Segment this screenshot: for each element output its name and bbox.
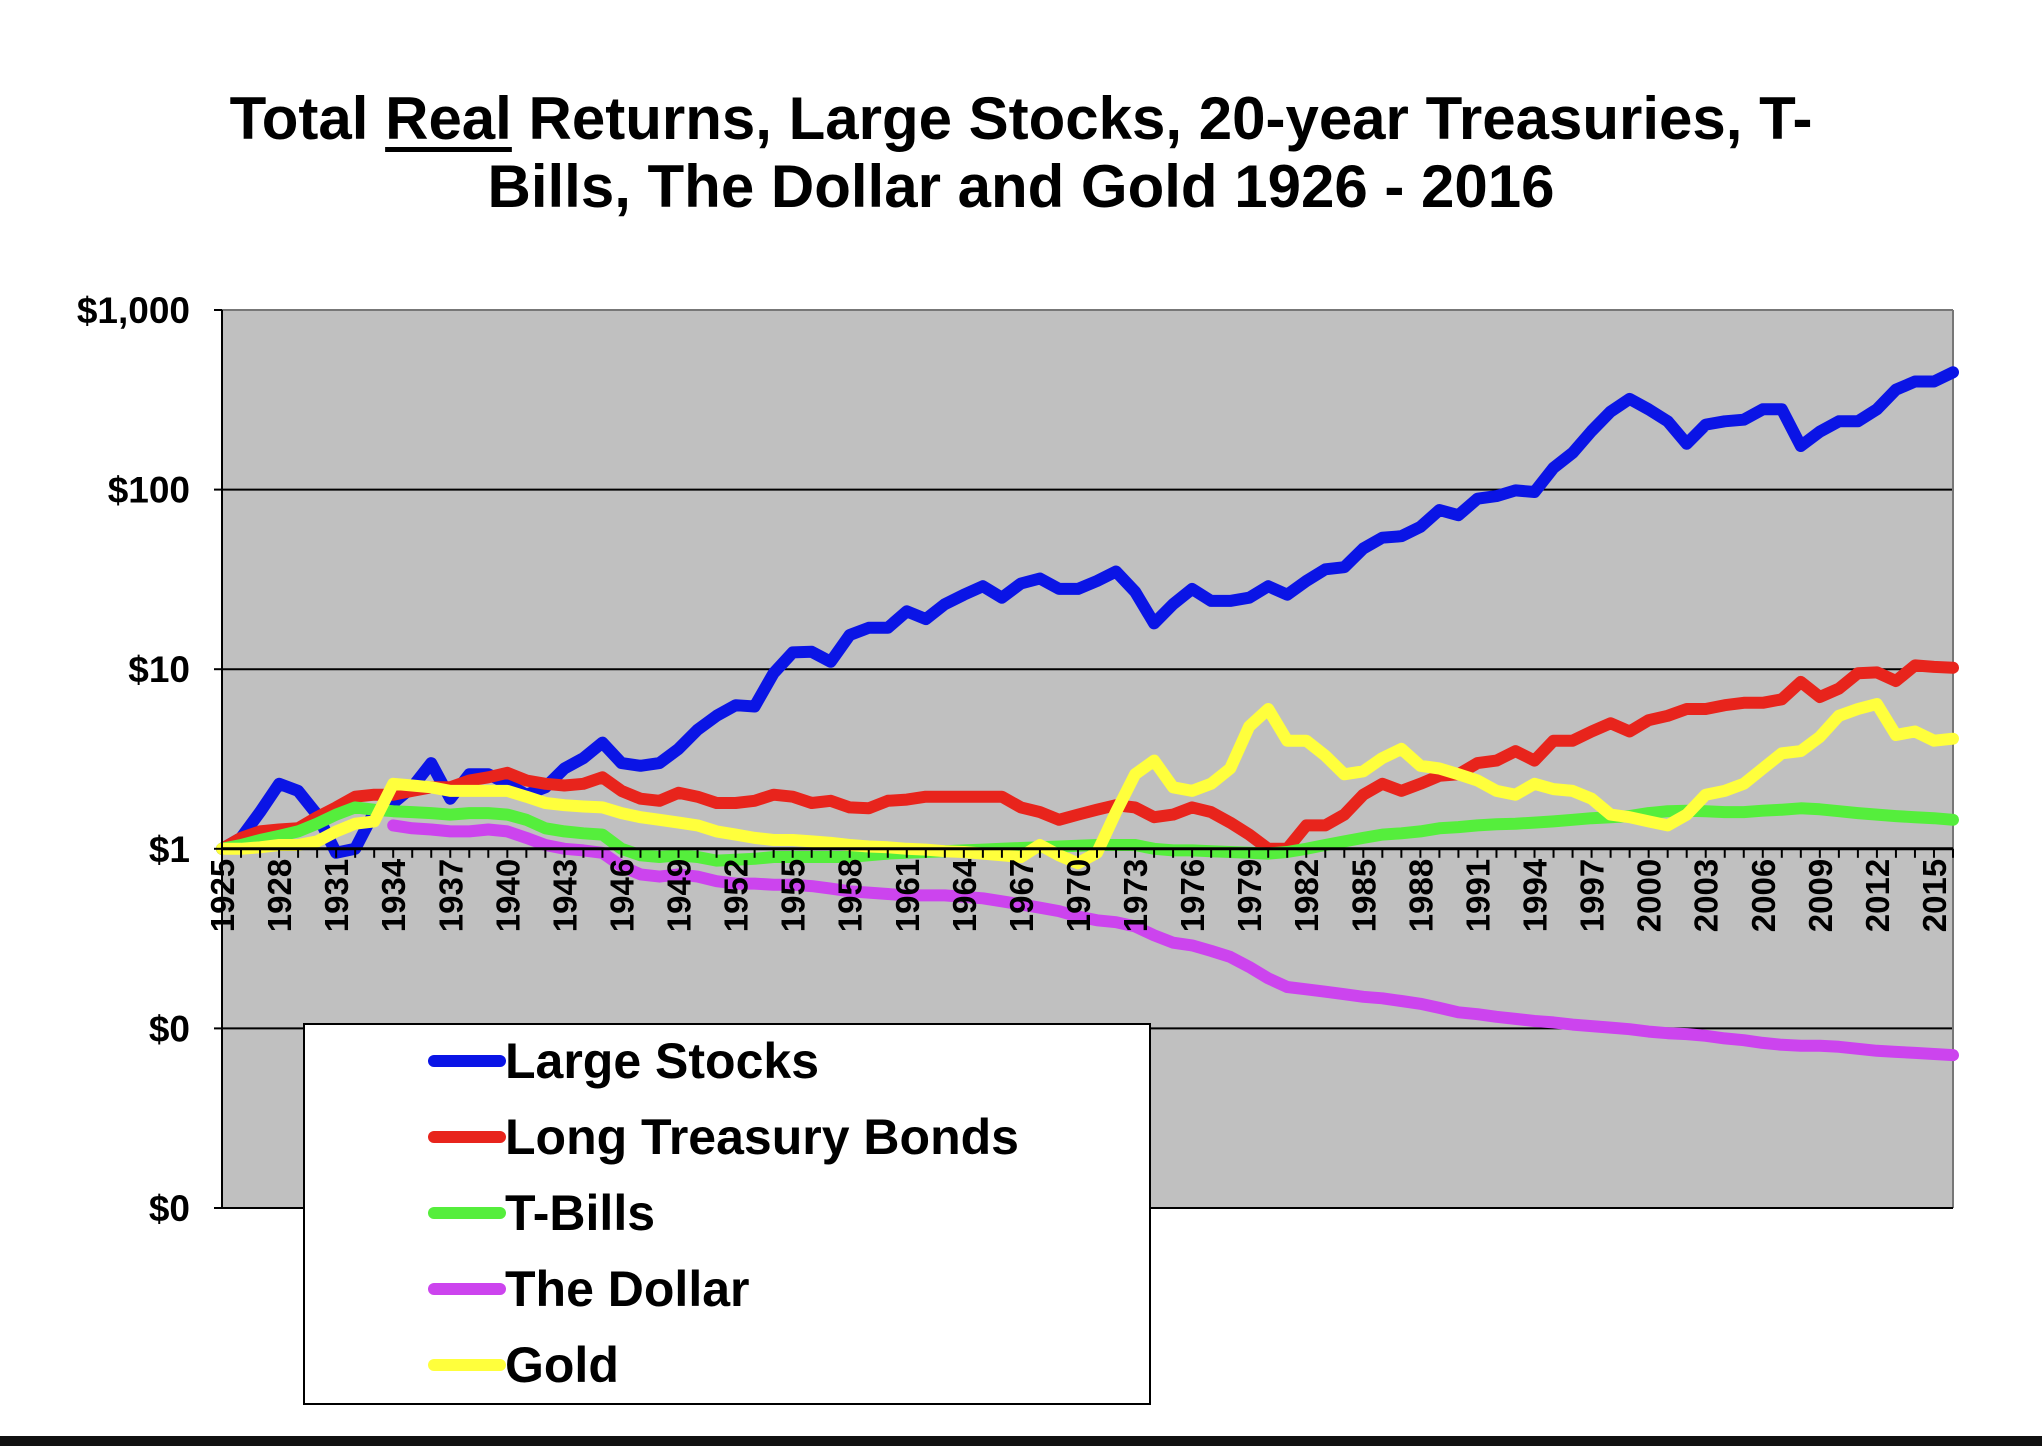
- title-part: Total: [229, 85, 386, 152]
- title-part: Returns, Large Stocks, 20-year Treasurie…: [511, 85, 1813, 152]
- x-tick-label: 1994: [1517, 858, 1554, 932]
- x-tick-label: 1949: [661, 859, 698, 932]
- x-axis: 1925 1928 1931 1934 1937 1940 1943 1946 1949 1952…: [204, 847, 1954, 932]
- x-tick-label: 1958: [832, 859, 869, 932]
- x-tick-label: 1988: [1402, 859, 1439, 932]
- x-tick-label: 1952: [718, 859, 755, 932]
- y-tick-label: $0: [149, 1188, 190, 1229]
- x-tick-label: 1955: [775, 859, 812, 932]
- x-tick-label: 1940: [489, 859, 526, 932]
- x-tick-label: 1979: [1231, 859, 1268, 932]
- x-tick-label: 1928: [261, 859, 298, 932]
- chart-title-line-2: Bills, The Dollar and Gold 1926 - 2016: [487, 153, 1555, 220]
- series-line-long-treasury-bonds: [216, 659, 1959, 855]
- series-layer: [216, 366, 1959, 1062]
- title-emphasis: Real: [385, 85, 512, 152]
- y-tick-label: $0: [149, 1008, 190, 1049]
- legend-label: Long Treasury Bonds: [505, 1109, 1019, 1165]
- x-tick-label: 1973: [1117, 859, 1154, 932]
- x-tick-label: 1997: [1574, 859, 1611, 932]
- series-line-gold: [216, 698, 1959, 870]
- x-tick-label: 2009: [1802, 859, 1839, 932]
- x-tick-label: 1934: [375, 858, 412, 932]
- x-tick-label: 1982: [1288, 859, 1325, 932]
- series-line-t-bills: [216, 801, 1959, 867]
- x-tick-label: 1991: [1459, 859, 1496, 932]
- x-tick-label: 1937: [432, 859, 469, 932]
- bottom-border: [0, 1436, 2042, 1446]
- y-tick-label: $100: [108, 470, 190, 511]
- y-tick-label: $1,000: [77, 290, 190, 331]
- legend-label: Large Stocks: [505, 1033, 819, 1089]
- x-tick-label: 1976: [1174, 859, 1211, 932]
- x-tick-label: 1925: [204, 859, 241, 932]
- x-tick-label: 1985: [1345, 859, 1382, 932]
- x-tick-label: 2003: [1688, 859, 1725, 932]
- x-tick-label: 1967: [1003, 859, 1040, 932]
- y-tick-label: $1: [149, 829, 190, 870]
- legend-label: T-Bills: [505, 1185, 655, 1241]
- x-tick-label: 1943: [546, 859, 583, 932]
- x-tick-label: 1970: [1060, 859, 1097, 932]
- legend-label: The Dollar: [505, 1261, 749, 1317]
- x-tick-label: 1946: [603, 859, 640, 932]
- series-line-the-dollar: [387, 819, 1959, 1062]
- legend-label: Gold: [505, 1337, 619, 1393]
- x-tick-label: 1964: [946, 858, 983, 932]
- x-tick-label: 2006: [1745, 859, 1782, 932]
- legend: Large Stocks Long Treasury Bonds T-Bills Th…: [303, 1023, 1151, 1405]
- x-tick-label: 1931: [318, 859, 355, 932]
- x-tick-label: 2012: [1859, 859, 1896, 932]
- x-tick-label: 2000: [1631, 859, 1668, 932]
- x-tick-label: 2015: [1916, 859, 1953, 932]
- chart-title-line-1: Total Real Returns, Large Stocks, 20-yea…: [0, 84, 2042, 153]
- y-tick-label: $10: [128, 649, 190, 690]
- x-tick-label: 1961: [889, 859, 926, 932]
